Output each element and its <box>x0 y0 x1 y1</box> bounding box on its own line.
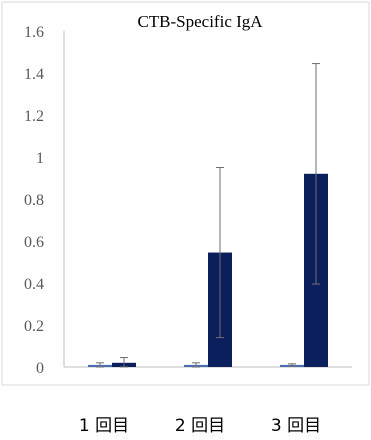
y-tick-label: 1.4 <box>24 66 44 83</box>
x-tick-label: 2 回目 <box>175 416 225 436</box>
x-tick-label: 1 回目 <box>79 416 129 436</box>
y-tick-label: 0.6 <box>24 234 44 251</box>
y-tick-label: 0.8 <box>24 192 44 209</box>
y-tick-label: 0.4 <box>24 276 44 293</box>
y-tick-label: 0 <box>36 360 44 377</box>
y-tick-label: 1 <box>36 150 44 167</box>
y-axis-ticks: 0 0.2 0.4 0.6 0.8 1 1.2 1.4 1.6 <box>24 24 44 377</box>
x-axis-labels: 1 回目 2 回目 3 回目 <box>79 416 321 436</box>
y-tick-label: 1.2 <box>24 108 44 125</box>
y-tick-label: 1.6 <box>24 24 44 41</box>
x-tick-label: 3 回目 <box>271 416 321 436</box>
error-bars <box>96 63 320 368</box>
y-tick-label: 0.2 <box>24 318 44 335</box>
chart-title: CTB-Specific IgA <box>137 12 263 31</box>
